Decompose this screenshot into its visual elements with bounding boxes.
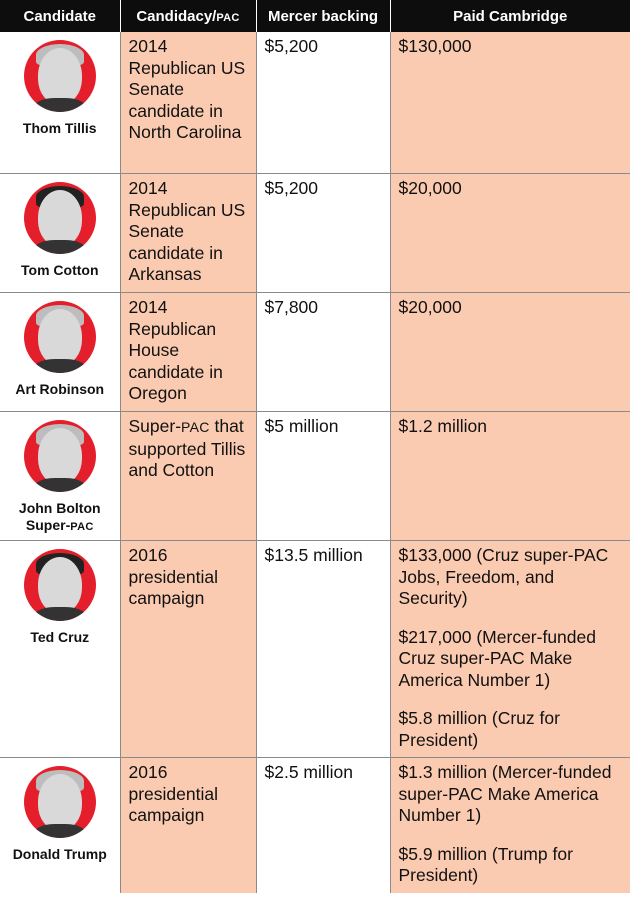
paid-cell: $1.2 million — [390, 411, 630, 541]
header-mercer-backing: Mercer backing — [256, 0, 391, 32]
paid-cell: $130,000 — [390, 32, 630, 174]
table-row: Tom Cotton 2014 Republican US Senate can… — [0, 173, 630, 293]
candidate-photo — [23, 40, 96, 112]
candidate-cell: John Bolton Super-PAC — [0, 411, 121, 541]
candidate-name-pac: PAC — [70, 521, 94, 533]
paid-cell: $20,000 — [390, 173, 630, 293]
paid-item: $20,000 — [398, 297, 462, 317]
candidate-photo — [23, 549, 96, 621]
candidate-cell: Art Robinson — [0, 292, 121, 412]
table-row: Donald Trump 2016 presidential campaign … — [0, 757, 630, 893]
candidate-name: Ted Cruz — [30, 629, 90, 645]
table-row: Art Robinson 2014 Republican House candi… — [0, 292, 630, 412]
paid-cell: $133,000 (Cruz super-PAC Jobs, Freedom, … — [390, 540, 630, 758]
paid-cell: $1.3 million (Mercer-funded super-PAC Ma… — [390, 757, 630, 893]
candidacy-cell: 2014 Republican US Senate candidate in A… — [120, 173, 257, 293]
mercer-cell: $5 million — [256, 411, 391, 541]
candidate-cell: Tom Cotton — [0, 173, 121, 293]
candidacy-text-b: that supported Tillis and Cotton — [128, 416, 246, 480]
paid-item: $130,000 — [398, 36, 472, 56]
candidate-cell: Thom Tillis — [0, 32, 121, 174]
candidate-name: John Bolton Super-PAC — [2, 500, 118, 536]
paid-item: $1.3 million (Mercer-funded super-PAC Ma… — [398, 762, 612, 825]
candidate-cell: Ted Cruz — [0, 540, 121, 758]
table-row: Ted Cruz 2016 presidential campaign $13.… — [0, 540, 630, 758]
header-row: Candidate Candidacy/PAC Mercer backing P… — [0, 0, 630, 32]
candidate-cell: Donald Trump — [0, 757, 121, 893]
candidacy-cell: 2014 Republican House candidate in Orego… — [120, 292, 257, 412]
mercer-cell: $7,800 — [256, 292, 391, 412]
candidate-photo — [23, 182, 96, 254]
table-row: John Bolton Super-PAC Super-PAC that sup… — [0, 411, 630, 541]
candidate-name: Thom Tillis — [22, 120, 97, 136]
table-row: Thom Tillis 2014 Republican US Senate ca… — [0, 32, 630, 174]
mercer-cell: $2.5 million — [256, 757, 391, 893]
paid-item: $133,000 (Cruz super-PAC Jobs, Freedom, … — [398, 545, 609, 608]
header-candidacy: Candidacy/PAC — [120, 0, 257, 32]
candidate-name: Tom Cotton — [21, 262, 99, 278]
candidate-photo — [23, 766, 96, 838]
candidacy-cell: Super-PAC that supported Tillis and Cott… — [120, 411, 257, 541]
header-candidate: Candidate — [0, 0, 121, 32]
paid-item: $217,000 (Mercer-funded Cruz super-PAC M… — [398, 626, 596, 690]
paid-cell: $20,000 — [390, 292, 630, 412]
paid-item: $5.8 million (Cruz for President) — [398, 708, 560, 750]
mercer-cell: $13.5 million — [256, 540, 391, 758]
header-candidacy-text: Candidacy/ — [136, 7, 217, 25]
candidate-name: Art Robinson — [15, 381, 105, 397]
candidacy-cell: 2016 presidential campaign — [120, 540, 257, 758]
candidate-photo — [23, 301, 96, 373]
paid-item: $1.2 million — [398, 416, 488, 436]
paid-item: $20,000 — [398, 178, 462, 198]
candidacy-text-a: Super- — [128, 416, 182, 436]
header-paid-cambridge: Paid Cambridge — [390, 0, 630, 32]
candidacy-pac: PAC — [181, 419, 210, 435]
candidate-name: Donald Trump — [12, 846, 107, 862]
candidacy-cell: 2014 Republican US Senate candidate in N… — [120, 32, 257, 174]
mercer-cell: $5,200 — [256, 32, 391, 174]
header-candidacy-pac: PAC — [216, 11, 240, 24]
candidate-photo — [23, 420, 96, 492]
candidacy-cell: 2016 presidential campaign — [120, 757, 257, 893]
paid-item: $5.9 million (Trump for President) — [398, 843, 573, 886]
candidate-name-text: John Bolton Super- — [18, 500, 101, 533]
mercer-cell: $5,200 — [256, 173, 391, 293]
